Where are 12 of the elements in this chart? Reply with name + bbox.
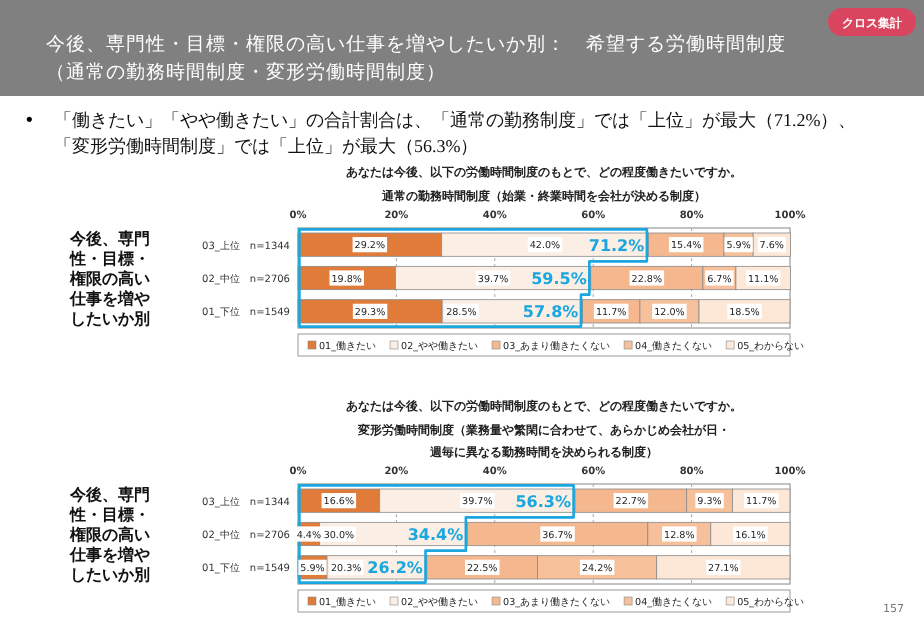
text: 今後、専門性・目標・権限の高い仕事を増やしたいか別： 希望する労働時間制度 bbox=[46, 32, 786, 56]
annotation: 56.3% bbox=[515, 492, 571, 511]
annotation: 26.2% bbox=[367, 559, 423, 578]
annotation: 34.4% bbox=[407, 526, 464, 544]
y-axis-title: 今後、専門性・目標・権限の高い仕事を増やしたいか別 bbox=[68, 486, 150, 584]
annotation: 57.8% bbox=[522, 303, 579, 322]
text: • bbox=[24, 112, 35, 132]
annotation: 71.2% bbox=[588, 236, 645, 255]
y-axis-title: 今後、専門性・目標・権限の高い仕事を増やしたいか別 bbox=[68, 230, 150, 328]
text: （通常の勤務時間制度・変形労働時間制度） bbox=[46, 60, 446, 84]
text: 「働きたい」「やや働きたい」の合計割合は、「通常の勤務制度」では「上位」が最大（71.2%）、「変形労働時間制度」では「上位」が最大（56.3%） bbox=[54, 110, 857, 156]
annotation: 59.5% bbox=[531, 270, 587, 288]
